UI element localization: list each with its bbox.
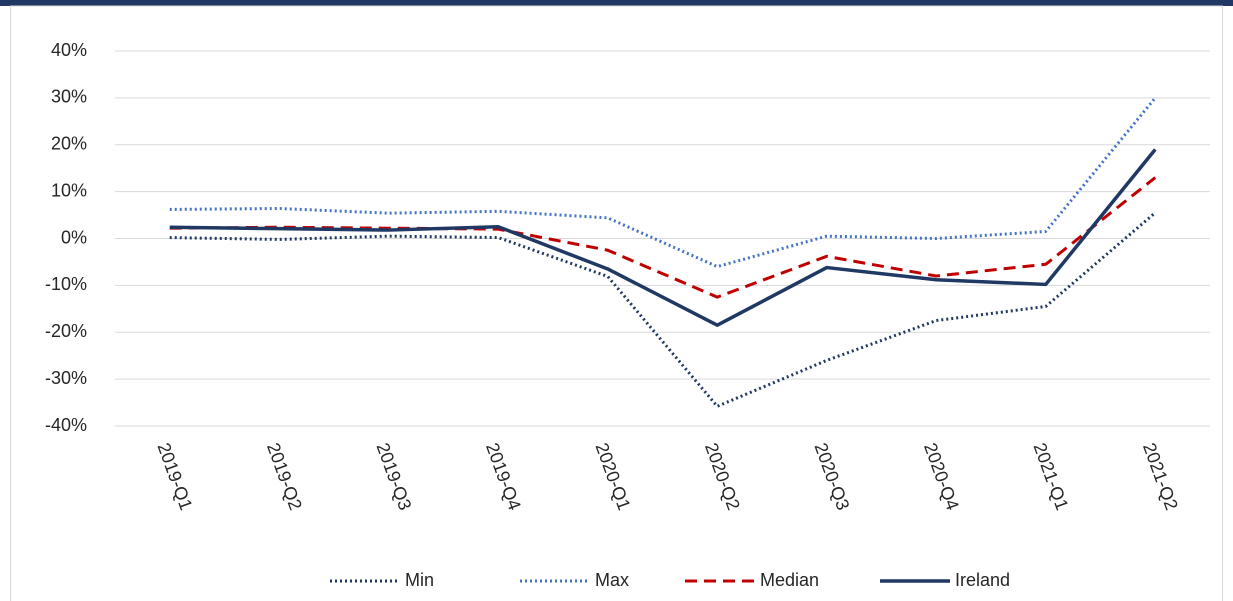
y-tick-label: 30% — [51, 87, 87, 107]
x-tick-label: 2019-Q3 — [373, 440, 416, 513]
y-tick-label: 40% — [51, 40, 87, 60]
x-tick-label: 2020-Q4 — [920, 440, 963, 513]
x-tick-label: 2020-Q3 — [811, 440, 854, 513]
chart-frame — [10, 5, 1223, 601]
x-tick-label: 2020-Q1 — [592, 440, 635, 513]
x-tick-label: 2019-Q2 — [263, 440, 306, 513]
y-tick-label: -40% — [45, 415, 87, 435]
series-line — [169, 211, 1157, 408]
series-line — [169, 148, 1157, 327]
legend-label: Max — [595, 570, 629, 590]
legend-label: Min — [405, 570, 434, 590]
x-tick-label: 2021-Q1 — [1030, 440, 1073, 513]
x-tick-label: 2020-Q2 — [701, 440, 744, 513]
x-tick-label: 2019-Q4 — [482, 440, 525, 513]
legend-label: Median — [760, 570, 819, 590]
x-tick-label: 2019-Q1 — [154, 440, 197, 513]
x-tick-label: 2021-Q2 — [1139, 440, 1182, 513]
series-line — [169, 176, 1157, 299]
legend-label: Ireland — [955, 570, 1010, 590]
y-tick-label: 0% — [61, 227, 87, 247]
series-line — [169, 96, 1157, 269]
y-tick-label: 10% — [51, 180, 87, 200]
y-tick-label: -20% — [45, 321, 87, 341]
y-tick-label: -10% — [45, 274, 87, 294]
y-tick-label: 20% — [51, 134, 87, 154]
y-tick-label: -30% — [45, 368, 87, 388]
top-bar — [0, 0, 1233, 6]
